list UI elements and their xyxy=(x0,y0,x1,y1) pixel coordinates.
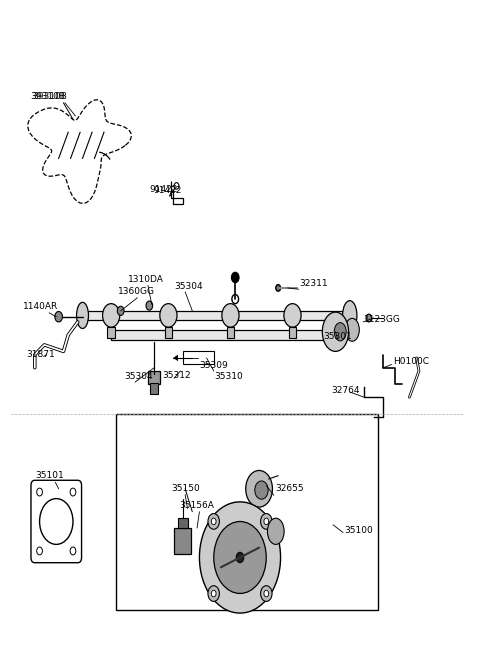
Text: 35310: 35310 xyxy=(215,372,243,381)
Bar xyxy=(165,327,172,338)
Circle shape xyxy=(70,488,76,496)
Circle shape xyxy=(146,301,153,310)
FancyBboxPatch shape xyxy=(183,351,214,365)
Circle shape xyxy=(208,514,219,530)
Circle shape xyxy=(255,481,268,499)
Bar xyxy=(288,327,296,338)
Circle shape xyxy=(284,304,301,327)
Text: 35156A: 35156A xyxy=(179,501,214,510)
Text: 1360GG: 1360GG xyxy=(118,288,156,296)
Text: 32311: 32311 xyxy=(300,279,328,288)
Polygon shape xyxy=(173,355,178,361)
Text: 91422: 91422 xyxy=(153,186,181,195)
Circle shape xyxy=(160,304,177,327)
Circle shape xyxy=(324,315,348,348)
Circle shape xyxy=(261,514,272,530)
Text: 39310B: 39310B xyxy=(30,93,65,101)
Text: H0100C: H0100C xyxy=(393,357,429,367)
Text: 35101: 35101 xyxy=(36,471,64,480)
Circle shape xyxy=(222,304,239,327)
Circle shape xyxy=(208,585,219,601)
Circle shape xyxy=(261,585,272,601)
Circle shape xyxy=(211,590,216,597)
Circle shape xyxy=(211,518,216,525)
Circle shape xyxy=(366,314,372,322)
Circle shape xyxy=(231,272,239,283)
Text: 39310B: 39310B xyxy=(33,92,67,101)
Bar xyxy=(174,528,192,555)
Circle shape xyxy=(264,518,269,525)
Text: 35312: 35312 xyxy=(163,371,192,380)
Circle shape xyxy=(236,553,244,562)
Circle shape xyxy=(55,311,62,322)
Text: 35304: 35304 xyxy=(175,282,203,290)
Ellipse shape xyxy=(343,301,357,330)
Circle shape xyxy=(36,488,42,496)
Bar xyxy=(148,371,160,384)
Text: 32655: 32655 xyxy=(275,484,303,493)
Text: 1310DA: 1310DA xyxy=(128,275,164,284)
Text: 32764: 32764 xyxy=(332,386,360,396)
Ellipse shape xyxy=(323,312,348,351)
Circle shape xyxy=(70,547,76,555)
Text: 91422: 91422 xyxy=(149,185,178,194)
Bar xyxy=(178,518,188,528)
Text: 35301: 35301 xyxy=(324,332,352,341)
Text: 35309: 35309 xyxy=(199,361,228,370)
Circle shape xyxy=(214,522,266,593)
Bar xyxy=(227,327,234,338)
Bar xyxy=(111,330,345,340)
Text: 35150: 35150 xyxy=(171,484,200,493)
Bar xyxy=(116,413,378,610)
Text: 1140AR: 1140AR xyxy=(23,302,58,311)
Text: 1123GG: 1123GG xyxy=(364,315,401,324)
Text: 31871: 31871 xyxy=(26,350,55,359)
Ellipse shape xyxy=(76,302,88,328)
Bar xyxy=(108,327,115,338)
Circle shape xyxy=(264,590,269,597)
Text: 35100: 35100 xyxy=(344,526,373,535)
Circle shape xyxy=(36,547,42,555)
Circle shape xyxy=(246,470,273,507)
Text: 35304: 35304 xyxy=(124,372,153,381)
Circle shape xyxy=(199,502,281,613)
Circle shape xyxy=(117,306,124,315)
Ellipse shape xyxy=(334,323,346,341)
Circle shape xyxy=(276,284,281,291)
Bar xyxy=(83,311,345,320)
Ellipse shape xyxy=(267,518,284,545)
Circle shape xyxy=(103,304,120,327)
Bar xyxy=(150,384,158,394)
Ellipse shape xyxy=(345,319,360,341)
